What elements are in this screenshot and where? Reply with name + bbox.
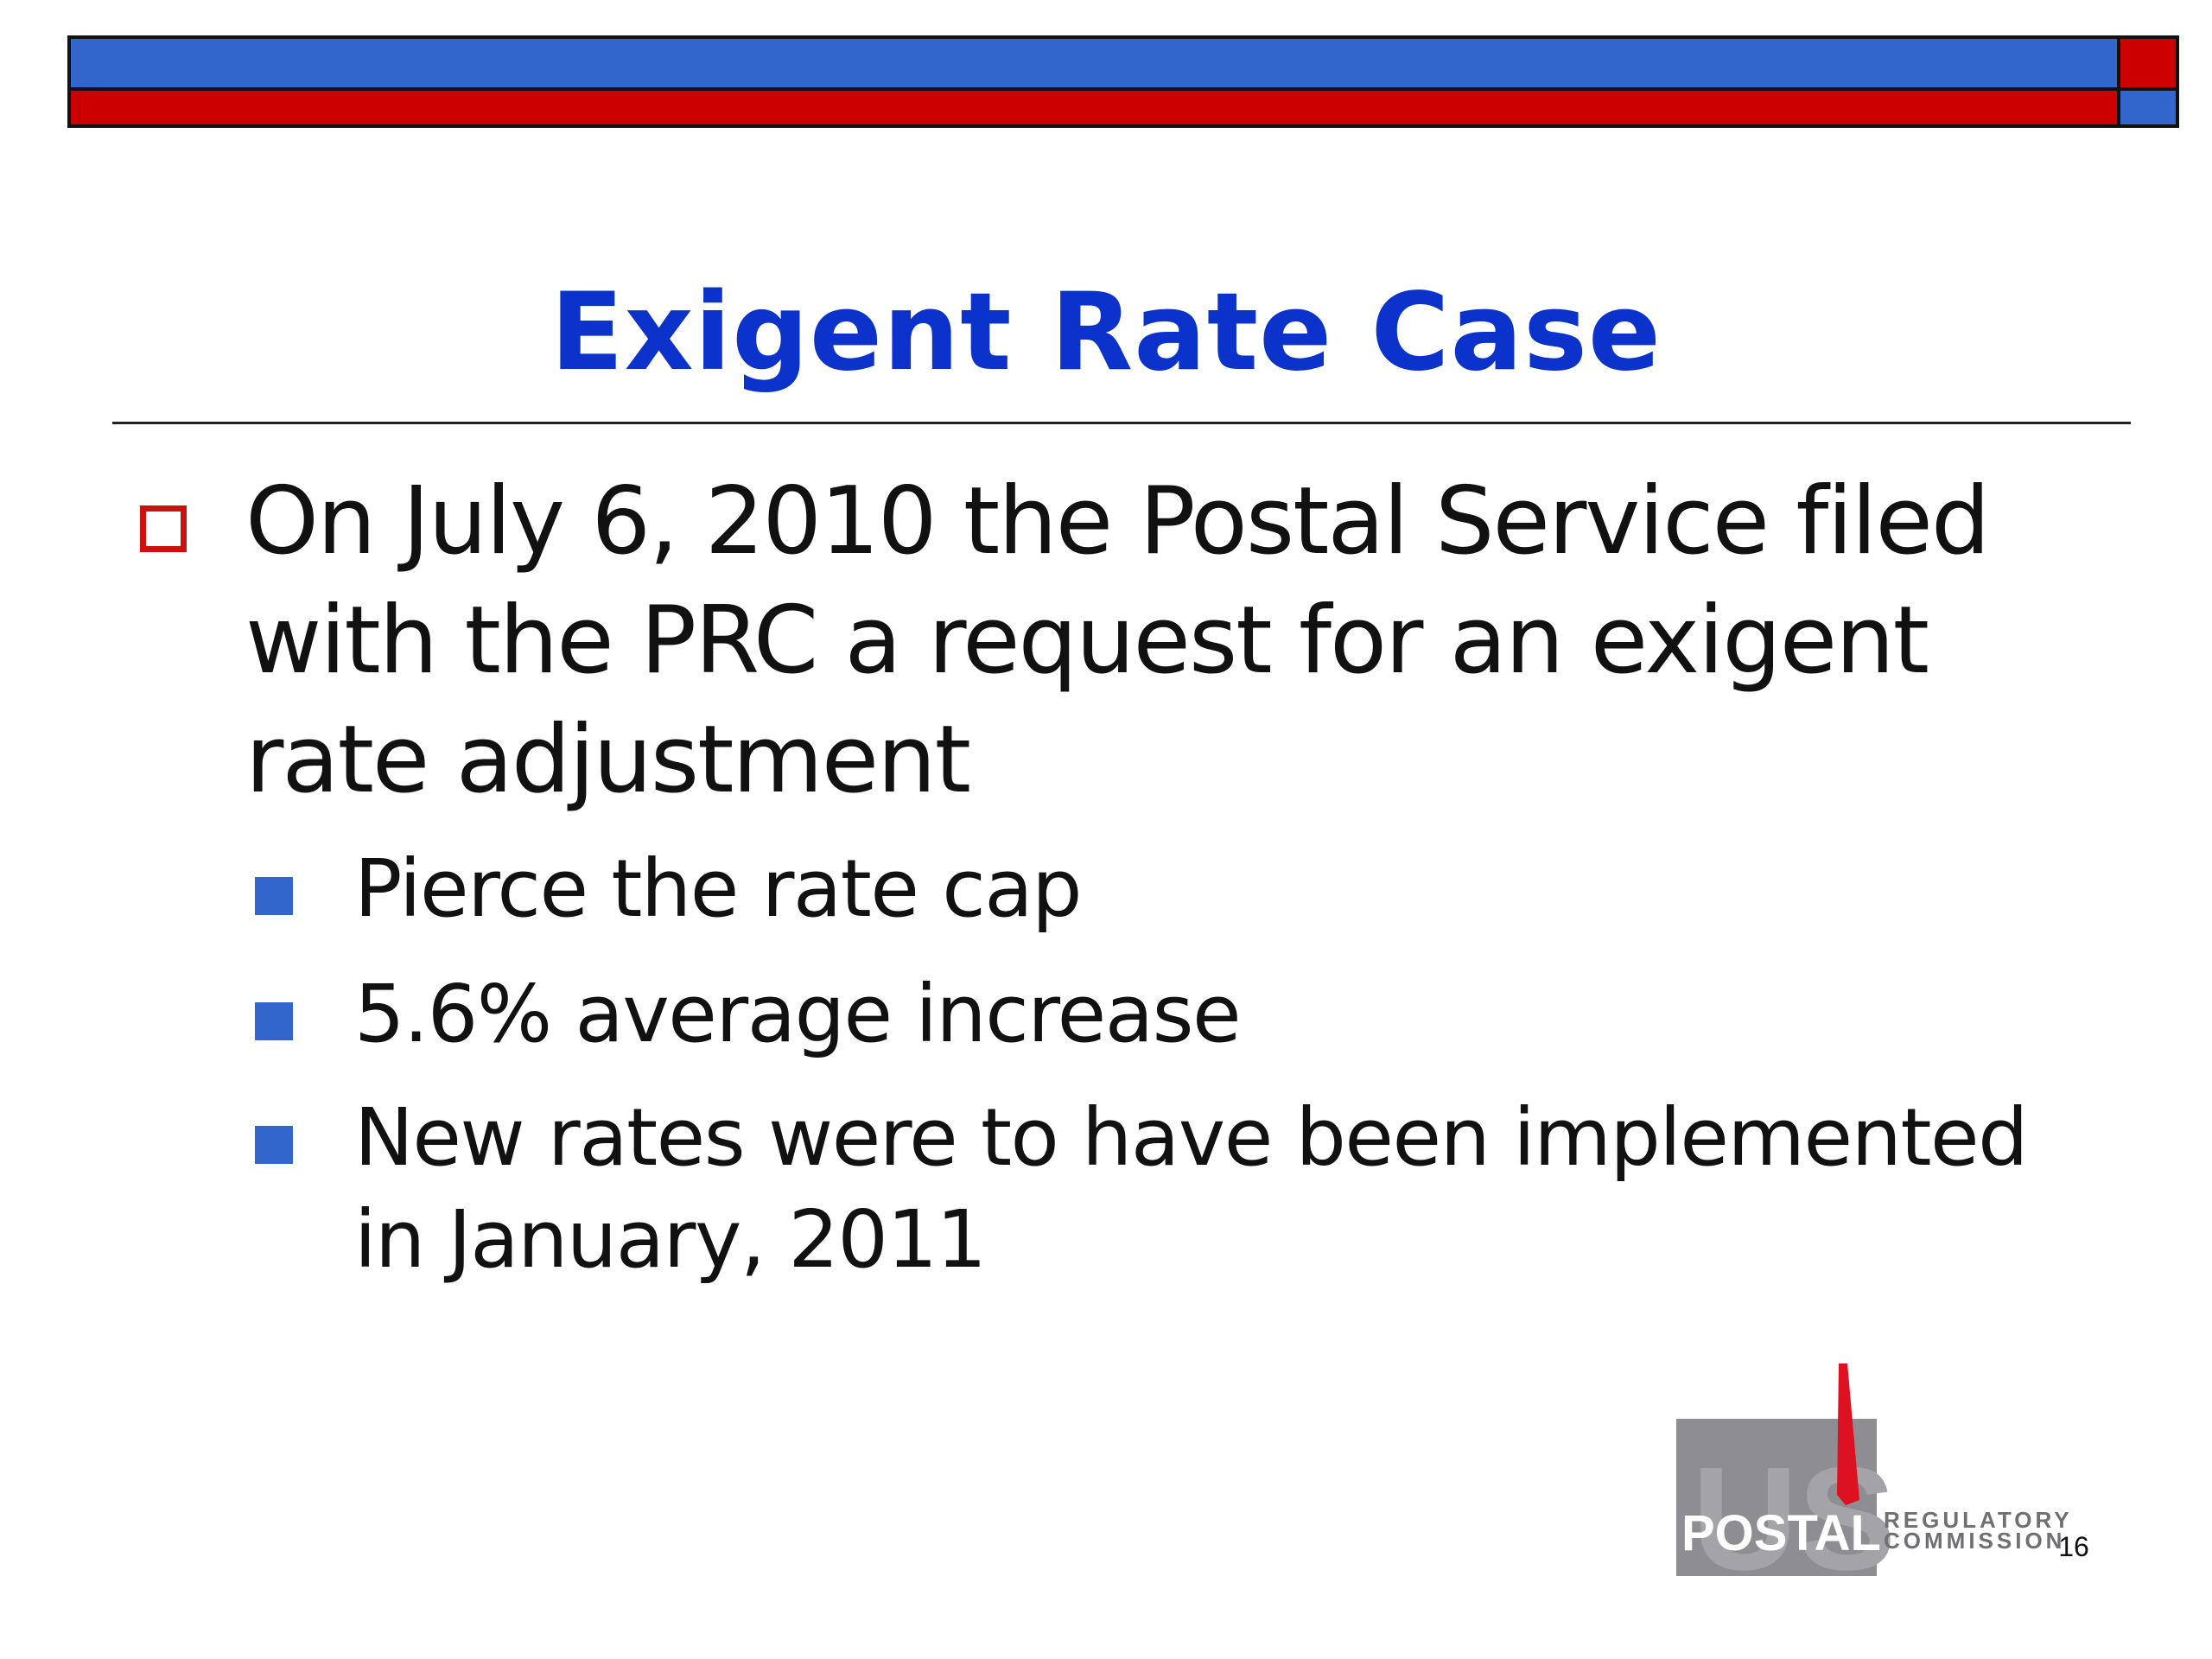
sub-bullet-text: Pierce the rate cap xyxy=(354,842,1083,935)
postal-regulatory-commission-logo: US POSTAL REGULATORY COMMISSION xyxy=(1676,1363,2073,1581)
logo-red-flag-icon xyxy=(1837,1363,1859,1505)
logo-commission-word: COMMISSION xyxy=(1884,1528,2065,1554)
logo-postal-word: POSTAL xyxy=(1681,1505,1881,1561)
logo-watermark: US xyxy=(1692,1437,1896,1581)
banner-divider xyxy=(2117,35,2120,128)
sub-bullet-text: New rates were to have been implemented … xyxy=(354,1091,2029,1286)
slide-title: Exigent Rate Case xyxy=(550,270,1662,395)
banner-blue-bar xyxy=(67,35,2120,91)
banner-red-bar xyxy=(67,91,2120,128)
bullet-text: On July 6, 2010 the Postal Service filed… xyxy=(245,467,1990,814)
page-number: 16 xyxy=(2058,1531,2089,1562)
square-bullet-icon xyxy=(255,1002,293,1040)
title-underline-rule xyxy=(112,422,2131,424)
sub-bullet-text: 5.6% average increase xyxy=(354,968,1242,1060)
square-bullet-icon xyxy=(255,877,293,915)
hollow-square-bullet-icon xyxy=(140,505,187,552)
logo-regulatory-word: REGULATORY xyxy=(1884,1507,2073,1533)
banner-corner-blue-square xyxy=(2120,91,2179,128)
square-bullet-icon xyxy=(255,1126,293,1164)
banner-corner-red-square xyxy=(2120,35,2179,91)
